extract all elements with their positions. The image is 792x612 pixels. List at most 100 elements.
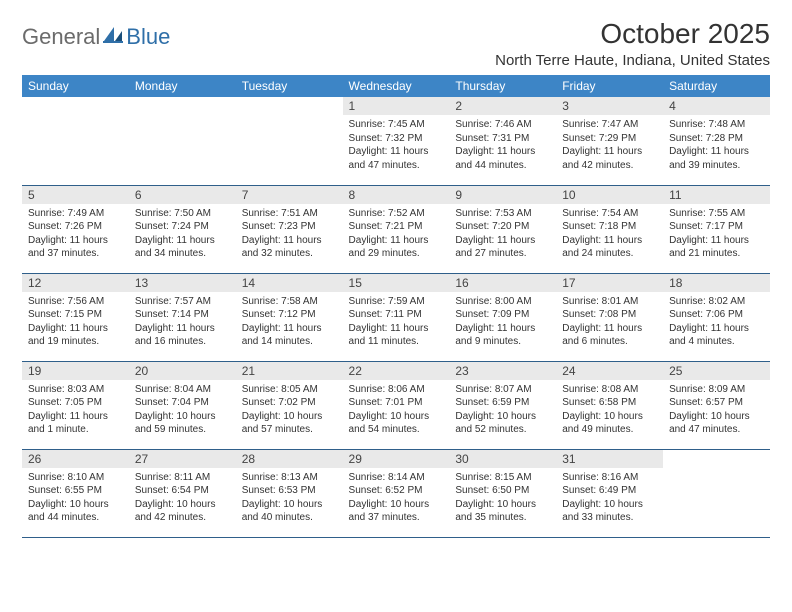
logo-word-2: Blue: [126, 24, 170, 50]
day-number: 28: [236, 450, 343, 468]
sunset-text: Sunset: 7:01 PM: [349, 396, 444, 410]
calendar-cell: [663, 449, 770, 537]
calendar-cell: 3Sunrise: 7:47 AMSunset: 7:29 PMDaylight…: [556, 97, 663, 185]
daylight-text: Daylight: 11 hours and 32 minutes.: [242, 234, 337, 261]
day-content: Sunrise: 7:47 AMSunset: 7:29 PMDaylight:…: [556, 115, 663, 176]
logo-word-1: General: [22, 24, 100, 50]
calendar-week-row: 5Sunrise: 7:49 AMSunset: 7:26 PMDaylight…: [22, 185, 770, 273]
calendar-cell: 29Sunrise: 8:14 AMSunset: 6:52 PMDayligh…: [343, 449, 450, 537]
daylight-text: Daylight: 10 hours and 52 minutes.: [455, 410, 550, 437]
sunrise-text: Sunrise: 7:58 AM: [242, 295, 337, 309]
calendar-page: General Blue October 2025 North Terre Ha…: [0, 0, 792, 548]
daylight-text: Daylight: 10 hours and 40 minutes.: [242, 498, 337, 525]
day-content: Sunrise: 7:55 AMSunset: 7:17 PMDaylight:…: [663, 204, 770, 265]
daylight-text: Daylight: 11 hours and 19 minutes.: [28, 322, 123, 349]
sunrise-text: Sunrise: 8:09 AM: [669, 383, 764, 397]
daylight-text: Daylight: 10 hours and 57 minutes.: [242, 410, 337, 437]
sunrise-text: Sunrise: 8:05 AM: [242, 383, 337, 397]
sunrise-text: Sunrise: 7:51 AM: [242, 207, 337, 221]
sunset-text: Sunset: 7:17 PM: [669, 220, 764, 234]
calendar-cell: 25Sunrise: 8:09 AMSunset: 6:57 PMDayligh…: [663, 361, 770, 449]
day-content: Sunrise: 8:14 AMSunset: 6:52 PMDaylight:…: [343, 468, 450, 529]
daylight-text: Daylight: 10 hours and 33 minutes.: [562, 498, 657, 525]
day-number: 5: [22, 186, 129, 204]
sunset-text: Sunset: 7:28 PM: [669, 132, 764, 146]
day-content: Sunrise: 8:15 AMSunset: 6:50 PMDaylight:…: [449, 468, 556, 529]
daylight-text: Daylight: 10 hours and 47 minutes.: [669, 410, 764, 437]
calendar-cell: 31Sunrise: 8:16 AMSunset: 6:49 PMDayligh…: [556, 449, 663, 537]
sunrise-text: Sunrise: 7:47 AM: [562, 118, 657, 132]
calendar-cell: [236, 97, 343, 185]
sunset-text: Sunset: 7:23 PM: [242, 220, 337, 234]
day-number: 24: [556, 362, 663, 380]
calendar-table: Sunday Monday Tuesday Wednesday Thursday…: [22, 75, 770, 538]
day-number: [663, 450, 770, 468]
daylight-text: Daylight: 11 hours and 27 minutes.: [455, 234, 550, 261]
sunrise-text: Sunrise: 7:56 AM: [28, 295, 123, 309]
sunset-text: Sunset: 6:49 PM: [562, 484, 657, 498]
day-content: Sunrise: 8:09 AMSunset: 6:57 PMDaylight:…: [663, 380, 770, 441]
sunset-text: Sunset: 7:11 PM: [349, 308, 444, 322]
day-number: 26: [22, 450, 129, 468]
day-number: 7: [236, 186, 343, 204]
sunset-text: Sunset: 6:57 PM: [669, 396, 764, 410]
calendar-week-row: 12Sunrise: 7:56 AMSunset: 7:15 PMDayligh…: [22, 273, 770, 361]
sunrise-text: Sunrise: 8:11 AM: [135, 471, 230, 485]
daylight-text: Daylight: 11 hours and 29 minutes.: [349, 234, 444, 261]
sunrise-text: Sunrise: 8:15 AM: [455, 471, 550, 485]
sunset-text: Sunset: 7:20 PM: [455, 220, 550, 234]
sunrise-text: Sunrise: 8:03 AM: [28, 383, 123, 397]
sunset-text: Sunset: 6:50 PM: [455, 484, 550, 498]
day-number: 22: [343, 362, 450, 380]
day-number: 9: [449, 186, 556, 204]
sunrise-text: Sunrise: 7:53 AM: [455, 207, 550, 221]
day-content: [22, 115, 129, 122]
day-content: Sunrise: 8:06 AMSunset: 7:01 PMDaylight:…: [343, 380, 450, 441]
sunset-text: Sunset: 7:04 PM: [135, 396, 230, 410]
calendar-cell: 28Sunrise: 8:13 AMSunset: 6:53 PMDayligh…: [236, 449, 343, 537]
sunset-text: Sunset: 6:59 PM: [455, 396, 550, 410]
sunset-text: Sunset: 7:05 PM: [28, 396, 123, 410]
daylight-text: Daylight: 11 hours and 21 minutes.: [669, 234, 764, 261]
weekday-header: Thursday: [449, 75, 556, 97]
calendar-cell: 8Sunrise: 7:52 AMSunset: 7:21 PMDaylight…: [343, 185, 450, 273]
daylight-text: Daylight: 10 hours and 35 minutes.: [455, 498, 550, 525]
sunrise-text: Sunrise: 8:00 AM: [455, 295, 550, 309]
day-number: 11: [663, 186, 770, 204]
sunset-text: Sunset: 7:08 PM: [562, 308, 657, 322]
sunset-text: Sunset: 7:26 PM: [28, 220, 123, 234]
daylight-text: Daylight: 11 hours and 47 minutes.: [349, 145, 444, 172]
day-content: Sunrise: 7:56 AMSunset: 7:15 PMDaylight:…: [22, 292, 129, 353]
day-content: Sunrise: 8:13 AMSunset: 6:53 PMDaylight:…: [236, 468, 343, 529]
daylight-text: Daylight: 11 hours and 16 minutes.: [135, 322, 230, 349]
daylight-text: Daylight: 11 hours and 6 minutes.: [562, 322, 657, 349]
day-number: 23: [449, 362, 556, 380]
sunset-text: Sunset: 6:52 PM: [349, 484, 444, 498]
month-title: October 2025: [495, 18, 770, 50]
day-content: Sunrise: 7:49 AMSunset: 7:26 PMDaylight:…: [22, 204, 129, 265]
day-number: 6: [129, 186, 236, 204]
day-content: Sunrise: 8:02 AMSunset: 7:06 PMDaylight:…: [663, 292, 770, 353]
calendar-cell: 17Sunrise: 8:01 AMSunset: 7:08 PMDayligh…: [556, 273, 663, 361]
day-content: [236, 115, 343, 122]
day-number: 15: [343, 274, 450, 292]
sunset-text: Sunset: 6:55 PM: [28, 484, 123, 498]
sunset-text: Sunset: 7:24 PM: [135, 220, 230, 234]
day-content: Sunrise: 7:46 AMSunset: 7:31 PMDaylight:…: [449, 115, 556, 176]
day-content: Sunrise: 7:58 AMSunset: 7:12 PMDaylight:…: [236, 292, 343, 353]
calendar-cell: 15Sunrise: 7:59 AMSunset: 7:11 PMDayligh…: [343, 273, 450, 361]
sunset-text: Sunset: 7:06 PM: [669, 308, 764, 322]
daylight-text: Daylight: 10 hours and 49 minutes.: [562, 410, 657, 437]
day-number: [129, 97, 236, 115]
calendar-cell: 26Sunrise: 8:10 AMSunset: 6:55 PMDayligh…: [22, 449, 129, 537]
day-number: [236, 97, 343, 115]
day-content: Sunrise: 8:16 AMSunset: 6:49 PMDaylight:…: [556, 468, 663, 529]
daylight-text: Daylight: 10 hours and 42 minutes.: [135, 498, 230, 525]
calendar-cell: 7 Sunrise: 7:51 AMSunset: 7:23 PMDaylight…: [236, 185, 343, 273]
day-content: [663, 468, 770, 475]
sunset-text: Sunset: 7:12 PM: [242, 308, 337, 322]
title-block: October 2025 North Terre Haute, Indiana,…: [495, 18, 770, 69]
sunrise-text: Sunrise: 8:16 AM: [562, 471, 657, 485]
sunrise-text: Sunrise: 8:08 AM: [562, 383, 657, 397]
daylight-text: Daylight: 11 hours and 9 minutes.: [455, 322, 550, 349]
